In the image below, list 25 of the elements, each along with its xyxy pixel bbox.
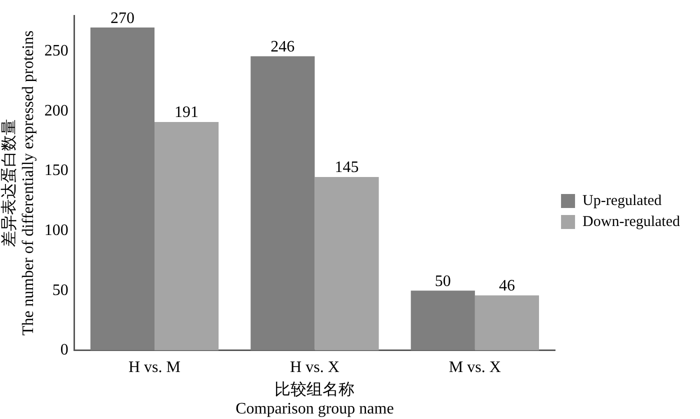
bar <box>90 28 155 350</box>
data-label: 46 <box>498 278 515 295</box>
y-tick-label: 50 <box>52 282 68 299</box>
data-label: 246 <box>270 38 295 56</box>
bar <box>314 177 379 350</box>
bar <box>250 56 315 350</box>
y-tick-label: 0 <box>60 342 68 359</box>
y-tick-label: 150 <box>44 162 68 180</box>
y-axis-title: 差异表达蛋白数量 The number of differentially expressed proteins <box>0 30 38 336</box>
y-tick-label: 100 <box>44 222 68 240</box>
bar <box>474 295 540 350</box>
legend-label: Up-regulated <box>582 192 662 209</box>
x-tick-label: H vs. X <box>290 359 340 376</box>
data-label: 191 <box>174 104 199 122</box>
x-axis-title: 比较组名称 Comparison group name <box>236 380 394 418</box>
x-tick-label: M vs. X <box>448 359 502 376</box>
bar <box>410 290 475 350</box>
data-label: 50 <box>434 272 451 290</box>
legend-label: Down-regulated <box>582 214 680 230</box>
data-label: 145 <box>334 159 359 176</box>
y-tick-label: 250 <box>44 42 68 60</box>
data-label: 270 <box>110 10 134 27</box>
bar <box>154 122 219 350</box>
x-tick-label: H vs. M <box>128 359 181 376</box>
y-tick-label: 200 <box>44 102 68 120</box>
